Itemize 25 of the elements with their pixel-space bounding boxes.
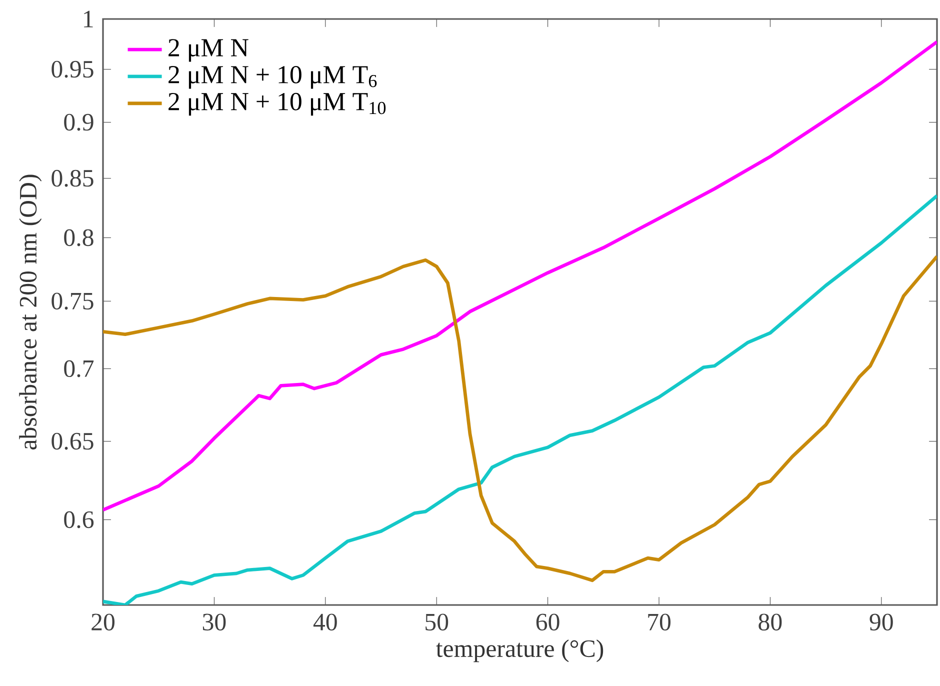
y-axis-title: absorbance at 200 nm (OD) <box>19 174 42 450</box>
y-tick-label: 0.8 <box>64 229 94 246</box>
x-tick-label: 90 <box>870 614 893 631</box>
legend-label: 2 μM N + 10 μM T$_{10}$ <box>168 92 386 116</box>
x-tick-label: 20 <box>92 614 114 631</box>
x-axis-title: temperature (°C) <box>436 640 604 662</box>
legend-label: 2 μM N <box>168 39 248 62</box>
x-tick-label: 30 <box>202 614 226 631</box>
line-series <box>103 194 937 606</box>
x-tick-label: 40 <box>313 614 337 631</box>
y-tick-label: 0.7 <box>64 360 94 378</box>
x-tick-label: 60 <box>536 614 560 631</box>
x-tick-label: 80 <box>758 614 782 631</box>
y-tick-label: 0.75 <box>52 292 94 310</box>
line-series <box>103 254 937 582</box>
x-tick-label: 70 <box>648 614 670 631</box>
y-tick-label: 0.9 <box>64 114 94 131</box>
y-tick-label: 0.65 <box>52 432 94 450</box>
legend-label: 2 μM N + 10 μM T$_{6}$ <box>168 66 377 89</box>
x-tick-label: 50 <box>426 614 448 631</box>
y-tick-label: 0.95 <box>52 60 94 78</box>
line-series <box>103 40 937 512</box>
y-tick-label: 1 <box>84 10 93 28</box>
y-tick-label: 0.85 <box>52 170 94 187</box>
y-tick-label: 0.6 <box>64 511 94 528</box>
